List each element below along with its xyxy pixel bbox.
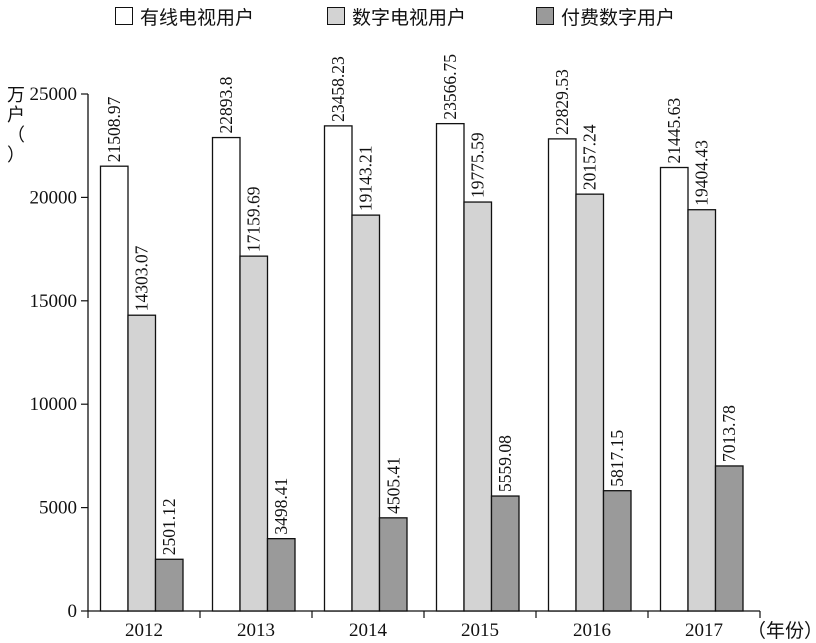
bar [266, 538, 296, 612]
legend-label-digital: 数字电视用户 [352, 6, 467, 29]
data-label: 20157.24 [580, 124, 600, 190]
bar [602, 490, 632, 612]
y-unit-char: 户 [7, 105, 25, 126]
bar [323, 125, 353, 612]
data-label: 23566.75 [440, 54, 460, 120]
data-label: 3498.41 [271, 478, 291, 535]
bar [239, 255, 269, 612]
data-label: 19775.59 [468, 132, 488, 198]
bar [547, 138, 577, 612]
bar [211, 136, 241, 612]
x-tick-label: 2016 [573, 620, 611, 640]
bar [714, 465, 744, 612]
legend-label-cable: 有线电视用户 [140, 6, 255, 29]
y-tick-label: 20000 [30, 187, 78, 208]
y-tick-label: 25000 [30, 84, 78, 105]
legend-label-paid: 付费数字用户 [561, 6, 676, 29]
legend-swatch-digital [327, 7, 345, 25]
bar [154, 558, 184, 612]
data-label: 2501.12 [159, 498, 179, 555]
bar [490, 495, 520, 612]
y-axis-unit-label: 万 户 （ ） [6, 86, 26, 166]
data-label: 22893.8 [216, 76, 236, 133]
data-label: 4505.41 [383, 457, 403, 514]
x-tick-label: 2014 [349, 620, 388, 640]
bar [378, 517, 408, 612]
y-tick-label: 5000 [39, 498, 77, 519]
x-tick-label: 2015 [461, 620, 499, 640]
legend-swatch-cable [115, 7, 133, 25]
x-tick-label: 2017 [685, 620, 723, 640]
legend-item-cable: 有线电视用户 [115, 2, 254, 30]
bar [127, 314, 157, 612]
data-label: 23458.23 [328, 56, 348, 122]
y-unit-char: ） [7, 145, 25, 166]
data-label: 21508.97 [104, 96, 124, 162]
data-label: 5817.15 [607, 430, 627, 487]
bar [351, 214, 381, 612]
data-label: 19143.21 [356, 145, 376, 211]
bar [435, 122, 465, 612]
x-tick-label: 2012 [125, 620, 163, 640]
data-label: 19404.43 [692, 140, 712, 206]
bar [575, 193, 605, 612]
y-tick-label: 10000 [30, 394, 78, 415]
data-label: 21445.63 [664, 98, 684, 164]
data-label: 17159.69 [244, 186, 264, 252]
legend-item-digital: 数字电视用户 [327, 2, 466, 30]
data-label: 14303.07 [132, 245, 152, 311]
legend-swatch-paid [536, 7, 554, 25]
bar [99, 165, 129, 612]
bar [687, 209, 717, 612]
legend-item-paid: 付费数字用户 [536, 2, 675, 30]
y-unit-char: 万 [7, 85, 25, 106]
y-tick-label: 0 [68, 601, 78, 622]
x-tick-label: 2013 [237, 620, 275, 640]
bar [659, 166, 689, 612]
x-axis-unit-label: （年份） [747, 620, 816, 642]
y-tick-label: 15000 [30, 291, 78, 312]
legend: 有线电视用户 数字电视用户 付费数字用户 [0, 2, 816, 30]
data-label: 7013.78 [719, 405, 739, 462]
data-label: 22829.53 [552, 69, 572, 135]
y-unit-char: （ [7, 125, 25, 146]
data-label: 5559.08 [495, 435, 515, 492]
bar [463, 201, 493, 612]
